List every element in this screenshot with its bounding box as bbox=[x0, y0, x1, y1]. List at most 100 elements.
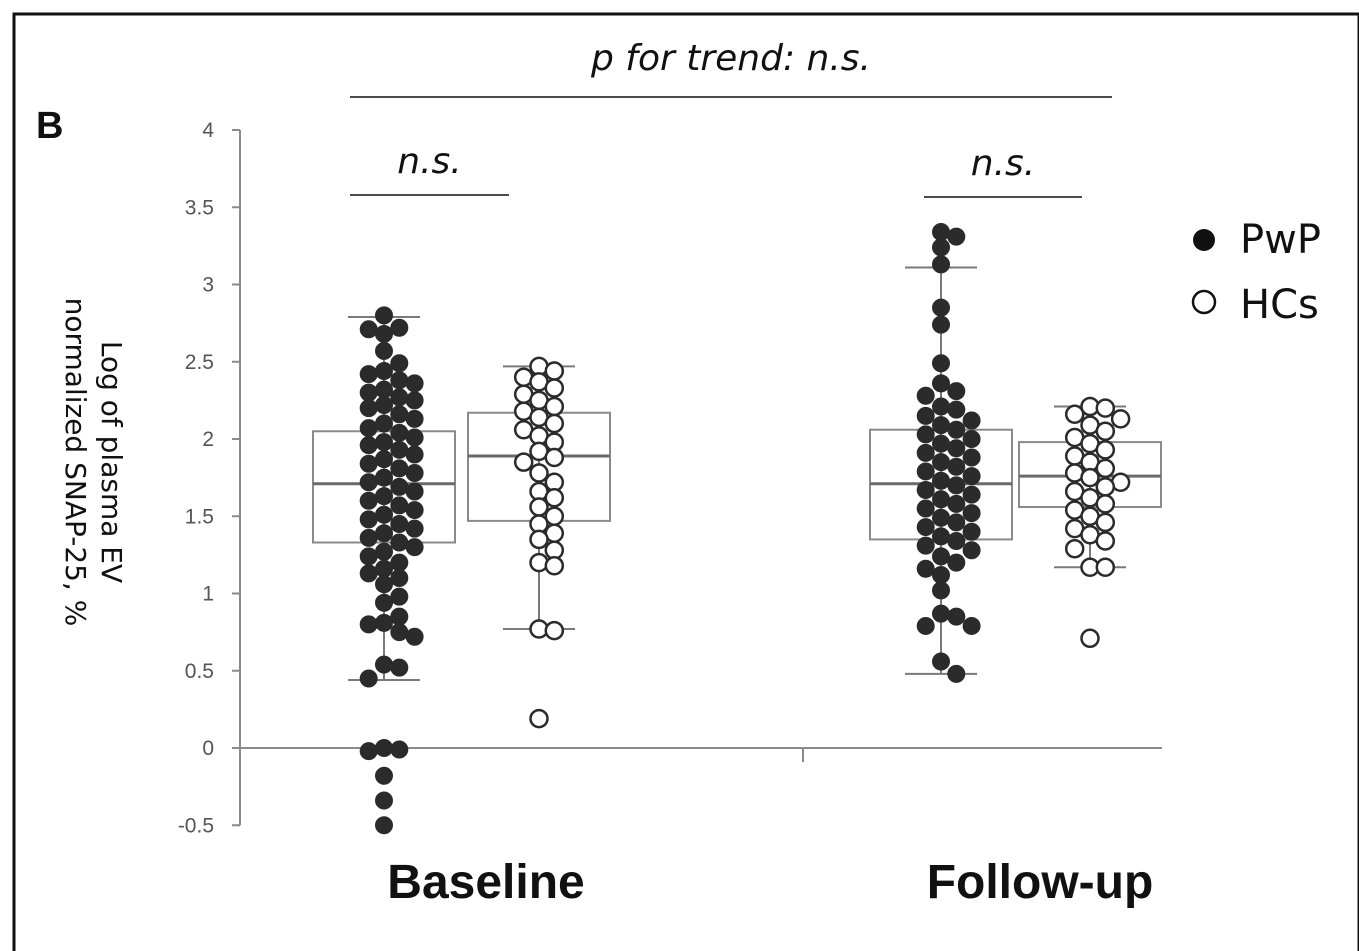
data-point-pwp bbox=[916, 386, 935, 405]
category-label-follow-up: Follow-up bbox=[927, 856, 1154, 909]
data-point-pwp bbox=[375, 655, 393, 674]
data-point-pwp bbox=[390, 496, 409, 515]
data-point-pwp bbox=[932, 315, 950, 334]
data-point-pwp bbox=[947, 553, 966, 572]
data-point-pwp bbox=[932, 581, 950, 600]
significance-annotations: p for trend: n.s. n.s. n.s. bbox=[350, 38, 1112, 198]
data-point-hcs bbox=[529, 529, 549, 550]
data-point-pwp bbox=[375, 816, 393, 835]
y-tick-label: 3 bbox=[202, 274, 214, 297]
annotation-text: n.s. bbox=[397, 141, 461, 182]
legend-label-hcs: HCs bbox=[1240, 282, 1319, 328]
data-point-pwp bbox=[932, 255, 950, 274]
data-point-pwp bbox=[375, 791, 393, 810]
data-point-hcs bbox=[1080, 628, 1100, 649]
data-point-hcs bbox=[1095, 494, 1116, 514]
data-point-pwp bbox=[962, 541, 981, 560]
data-point-pwp bbox=[405, 391, 424, 410]
data-point-pwp bbox=[947, 382, 966, 401]
data-point-pwp bbox=[390, 440, 409, 459]
data-point-pwp bbox=[359, 399, 378, 418]
annotation-text: p for trend: n.s. bbox=[590, 38, 871, 79]
data-point-pwp bbox=[947, 494, 966, 513]
data-point-pwp bbox=[932, 416, 950, 435]
data-point-pwp bbox=[405, 374, 424, 393]
data-point-pwp bbox=[359, 510, 378, 529]
data-point-pwp bbox=[947, 476, 966, 495]
data-point-pwp bbox=[947, 227, 966, 246]
data-point-pwp bbox=[359, 564, 378, 583]
data-point-pwp bbox=[375, 739, 393, 757]
data-point-pwp bbox=[359, 383, 378, 402]
data-point-hcs bbox=[544, 378, 565, 398]
figure-border bbox=[12, 12, 1359, 951]
data-point-pwp bbox=[375, 414, 393, 433]
data-point-pwp bbox=[375, 362, 393, 381]
panel-letter: B bbox=[36, 105, 63, 147]
data-point-pwp bbox=[359, 547, 378, 566]
data-point-hcs bbox=[1064, 404, 1085, 425]
data-point-pwp bbox=[390, 514, 409, 533]
data-point-pwp bbox=[375, 468, 393, 487]
data-point-hcs bbox=[1064, 538, 1085, 559]
data-point-hcs bbox=[1095, 512, 1116, 533]
data-point-pwp bbox=[947, 607, 966, 626]
data-point-pwp bbox=[405, 445, 424, 464]
data-point-pwp bbox=[932, 397, 950, 416]
data-point-pwp bbox=[390, 477, 409, 496]
data-point-pwp bbox=[962, 411, 981, 430]
data-point-pwp bbox=[916, 406, 935, 425]
data-point-pwp bbox=[359, 320, 378, 339]
data-point-pwp bbox=[375, 524, 393, 543]
data-point-pwp bbox=[962, 616, 981, 635]
data-point-pwp bbox=[359, 528, 378, 547]
data-point-pwp bbox=[390, 459, 409, 478]
data-point-pwp bbox=[932, 354, 950, 373]
data-point-pwp bbox=[405, 428, 424, 447]
data-point-pwp bbox=[932, 471, 950, 490]
data-point-pwp bbox=[375, 450, 393, 469]
y-tick-label: 1.5 bbox=[185, 505, 214, 528]
data-point-hcs bbox=[544, 361, 565, 381]
data-point-pwp bbox=[932, 652, 950, 671]
data-point-pwp bbox=[962, 467, 981, 486]
plot-area bbox=[240, 222, 1162, 835]
data-point-pwp bbox=[947, 420, 966, 439]
data-point-pwp bbox=[962, 448, 981, 467]
legend-label-pwp: PwP bbox=[1240, 217, 1321, 263]
data-point-pwp bbox=[916, 462, 935, 481]
data-point-pwp bbox=[390, 371, 409, 390]
y-axis: 4 3.5 3 2.5 2 1.5 1 0.5 0 -0.5 bbox=[178, 119, 241, 837]
data-point-pwp bbox=[916, 499, 935, 518]
data-point-pwp bbox=[932, 508, 950, 527]
data-point-pwp bbox=[916, 616, 935, 635]
data-point-hcs bbox=[1110, 409, 1131, 429]
data-point-hcs bbox=[544, 413, 565, 434]
data-point-pwp bbox=[375, 559, 393, 578]
data-point-pwp bbox=[932, 547, 950, 566]
data-point-pwp bbox=[932, 565, 950, 584]
data-point-hcs bbox=[544, 620, 565, 641]
y-tick-label: 4 bbox=[202, 119, 214, 142]
data-point-pwp bbox=[962, 504, 981, 523]
y-tick-label: 1 bbox=[202, 583, 214, 606]
data-point-hcs bbox=[544, 396, 565, 417]
data-point-hcs bbox=[1095, 398, 1116, 418]
data-point-pwp bbox=[375, 396, 393, 415]
data-point-pwp bbox=[359, 473, 378, 492]
data-point-pwp bbox=[390, 423, 409, 442]
data-point-hcs bbox=[1080, 467, 1100, 488]
data-point-pwp bbox=[375, 575, 393, 594]
data-point-hcs bbox=[529, 708, 549, 729]
data-point-pwp bbox=[375, 433, 393, 452]
data-point-pwp bbox=[390, 354, 409, 373]
data-point-pwp bbox=[359, 454, 378, 473]
y-axis-label-line-2: normalized SNAP-25, % bbox=[59, 298, 92, 627]
data-point-pwp bbox=[932, 604, 950, 623]
data-point-pwp bbox=[916, 425, 935, 444]
data-point-pwp bbox=[375, 766, 393, 785]
data-point-pwp bbox=[375, 306, 393, 325]
data-point-pwp bbox=[405, 463, 424, 482]
